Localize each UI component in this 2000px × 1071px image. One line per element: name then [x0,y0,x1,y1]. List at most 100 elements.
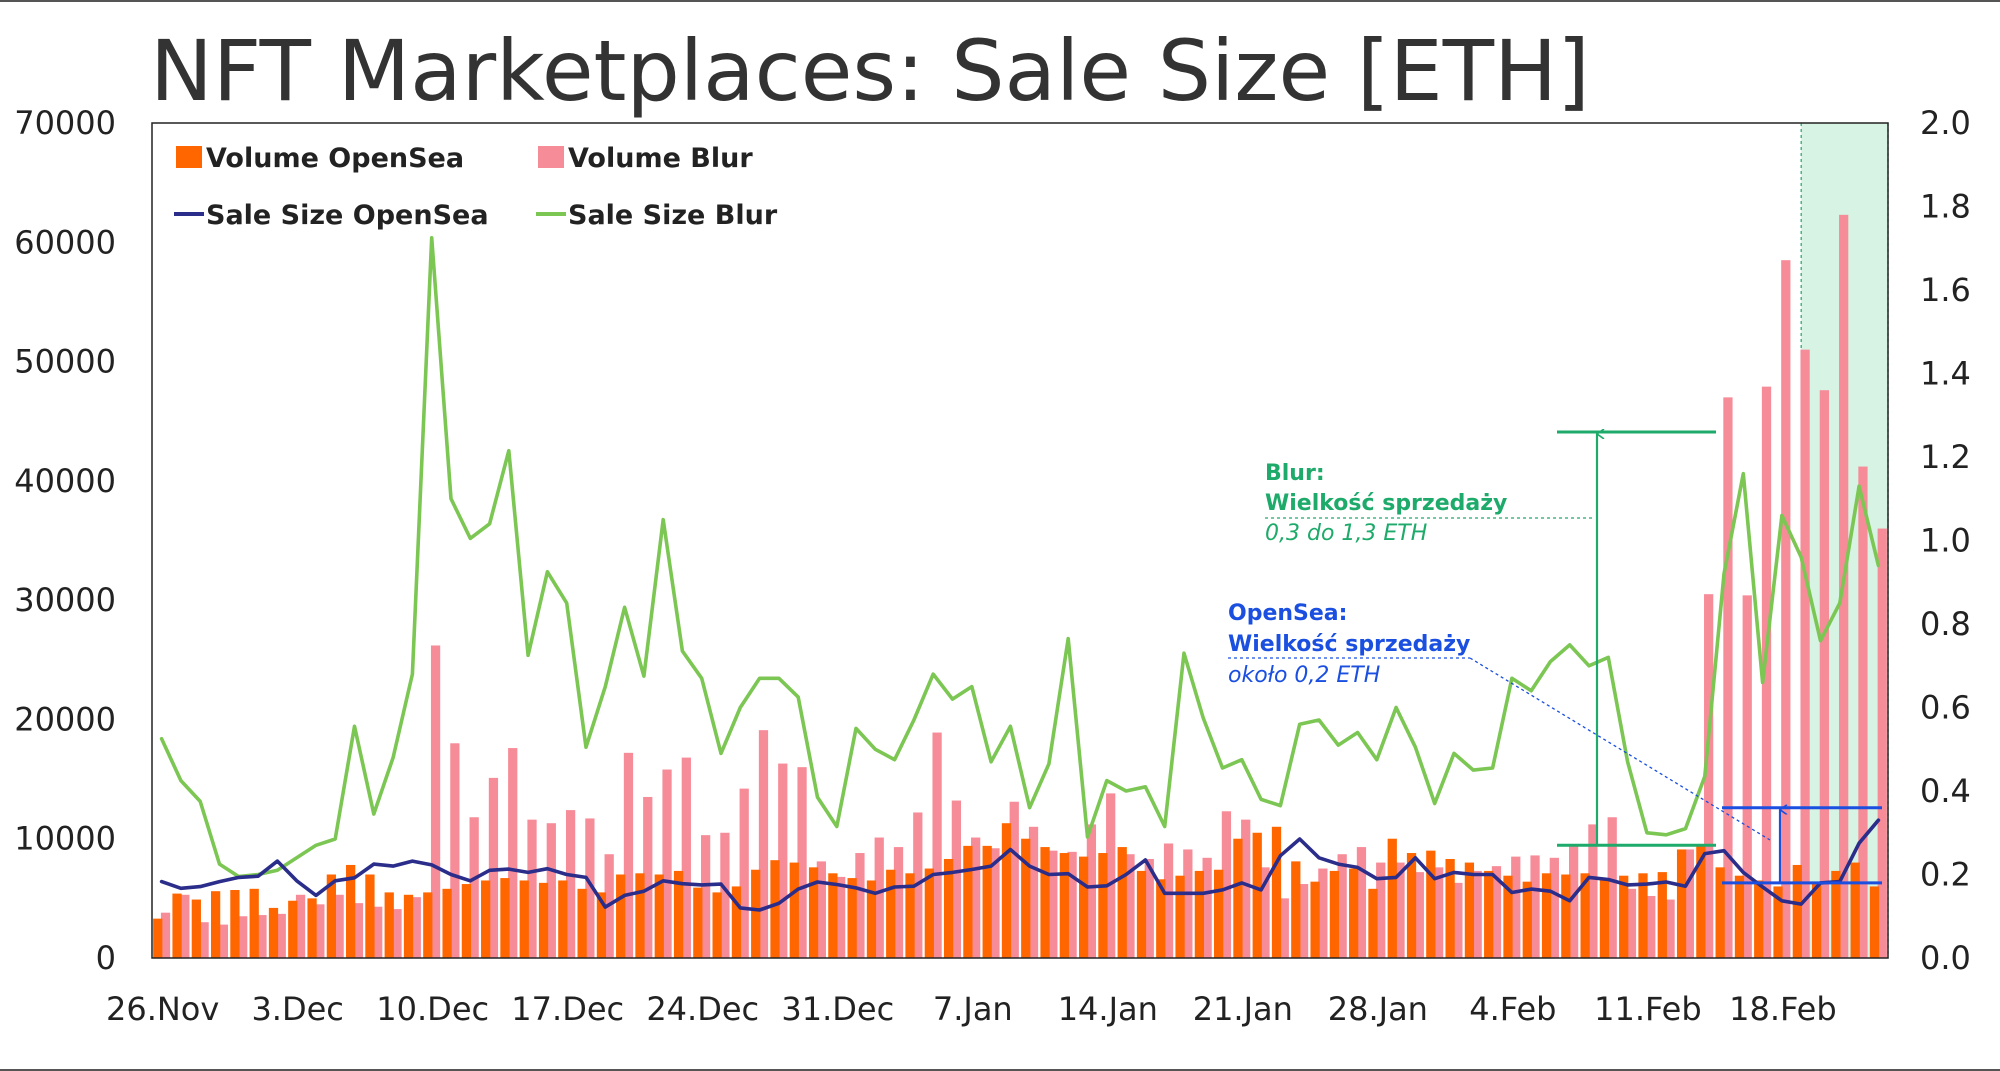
x-tick-label: 21.Jan [1193,990,1293,1028]
bar-volume-opensea [1387,838,1397,958]
bar-volume-blur [990,848,1000,958]
bar-volume-opensea [1175,875,1185,958]
bar-volume-blur [778,763,788,958]
y-left-tick-label: 50000 [14,343,116,381]
bar-volume-opensea [1754,880,1764,958]
bar-volume-opensea [1426,850,1436,958]
bar-volume-blur [334,894,344,958]
line-sale-size-blur [159,236,1881,879]
opensea-annotation-subtitle: Wielkość sprzedaży [1228,632,1470,657]
bar-volume-opensea [558,880,568,958]
opensea-annotation-detail: około 0,2 ETH [1228,663,1380,688]
bar-volume-blur [392,909,402,958]
bar-volume-opensea [326,874,336,958]
bar-volume-blur [1877,528,1887,958]
bar-volume-blur [1491,866,1502,958]
bar-volume-blur [527,819,537,958]
bar-volume-opensea [654,874,664,958]
bar-volume-blur [1433,867,1444,958]
bar-volume-opensea [307,898,317,958]
bar-volume-blur [1472,870,1482,958]
bar-volume-blur [218,924,229,958]
bar-volume-blur [411,897,421,958]
bar-volume-opensea [1445,858,1455,958]
bar-volume-opensea [982,845,992,958]
bar-volume-opensea [1541,873,1552,958]
bar-volume-blur [1781,260,1791,958]
y-left-tick-label: 10000 [14,820,116,858]
bar-volume-opensea [1522,881,1532,958]
bar-volume-opensea [1715,867,1725,958]
bar-volume-opensea [1619,875,1629,958]
bar-volume-opensea [1406,853,1417,958]
y-right-tick-label: 0.4 [1920,772,1971,810]
bar-volume-opensea [1001,823,1012,958]
annotation-layer: Blur: Wielkość sprzedaży 0,3 do 1,3 ETH Ope… [1228,432,1882,885]
bar-volume-opensea [635,873,645,958]
bar-volume-blur [353,903,364,958]
bar-volume-opensea [808,867,819,958]
bar-volume-opensea [1580,873,1590,958]
x-tick-label: 4.Feb [1469,990,1556,1028]
y-right-tick-label: 0.2 [1920,856,1971,894]
y-left-tick-label: 20000 [14,700,116,738]
bar-volume-opensea [1040,847,1050,958]
bar-volume-opensea [943,858,954,958]
bar-volume-blur [1279,898,1289,958]
bar-volume-blur [257,915,267,958]
bar-volume-opensea [1214,869,1224,958]
bar-volume-opensea [1503,875,1513,958]
bar-volume-opensea [1561,874,1571,958]
bar-volume-blur [662,769,672,958]
bar-volume-blur [1858,466,1868,958]
blur-annotation-detail: 0,3 do 1,3 ETH [1265,521,1427,546]
lines-layer [159,236,1881,912]
bar-volume-opensea [1811,884,1822,958]
bar-volume-blur [1511,856,1521,958]
bar-volume-blur [1298,884,1309,958]
bar-volume-blur [565,810,576,958]
bar-volume-opensea [712,892,722,958]
x-tick-label: 26.Nov [106,990,219,1028]
legend-label-volume-blur: Volume Blur [568,143,753,174]
bar-volume-blur [1742,595,1752,958]
bar-volume-blur [681,757,691,958]
bar-volume-opensea [346,864,356,958]
bar-volume-blur [758,730,769,958]
bar-volume-blur [1202,857,1212,958]
bar-volume-blur [1800,349,1810,959]
bar-volume-blur [874,837,884,958]
blur-annotation-subtitle: Wielkość sprzedaży [1265,491,1507,516]
bar-volume-opensea [461,884,472,958]
bar-volume-opensea [288,900,298,958]
bar-volume-opensea [924,868,934,958]
chart-title: NFT Marketplaces: Sale Size [ETH] [150,22,1590,120]
bar-volume-blur [1221,811,1232,958]
bar-volume-blur [1376,862,1386,958]
bar-volume-opensea [384,892,394,958]
bar-volume-opensea [1117,847,1127,958]
legend-label-sale-size-opensea: Sale Size OpenSea [206,200,489,231]
bar-volume-opensea [153,918,163,958]
bar-volume-opensea [1676,849,1687,958]
bar-volume-opensea [789,862,799,958]
bar-volume-opensea [751,869,761,958]
bar-volume-opensea [1098,853,1108,958]
bar-volume-opensea [1484,870,1494,958]
bar-volume-blur [893,847,904,958]
bar-volume-opensea [1059,853,1069,958]
y-left-tick-label: 40000 [14,462,116,500]
bar-volume-opensea [1233,838,1243,958]
bar-volume-blur [836,876,846,958]
y-right-tick-label: 0.8 [1920,605,1971,643]
bar-volume-blur [1163,843,1174,958]
bar-volume-blur [508,748,518,958]
bar-volume-opensea [481,880,491,958]
bar-volume-opensea [500,878,510,958]
line-sale-size-opensea [159,818,1881,912]
bar-volume-blur [1704,594,1714,958]
bar-volume-opensea [172,893,182,958]
y-left-tick-label: 30000 [14,581,116,619]
bar-volume-opensea [1349,868,1359,958]
bar-volume-opensea [596,892,607,958]
